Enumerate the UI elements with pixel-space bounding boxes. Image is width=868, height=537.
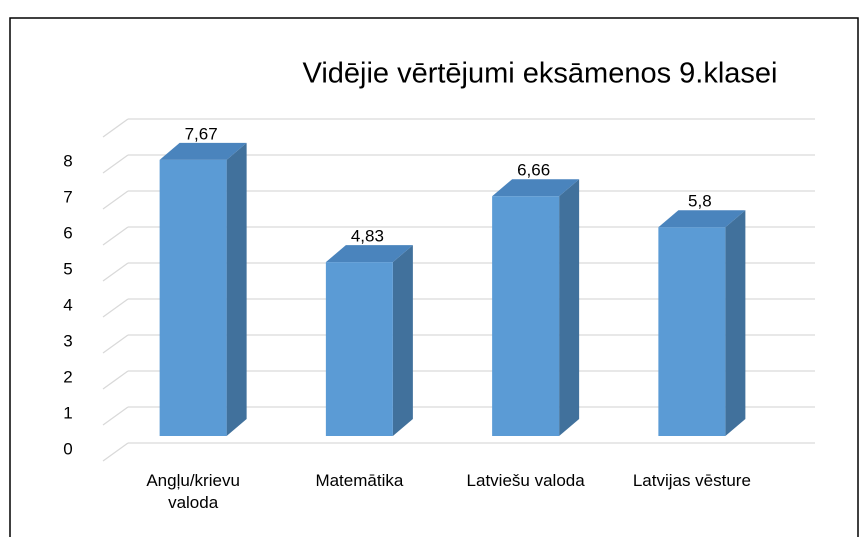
bar-top <box>159 142 247 160</box>
x-tick-label: Latvijas vēsture <box>632 471 751 490</box>
x-tick-label: Angļu/krievu valoda <box>146 471 240 512</box>
grid-line <box>102 442 129 462</box>
y-tick-label: 1 <box>63 403 72 422</box>
x-tick-label: Latviešu valoda <box>466 471 585 490</box>
y-tick-label: 3 <box>63 331 72 350</box>
bar <box>159 159 227 436</box>
bar-top <box>492 179 580 197</box>
grid-line <box>102 334 129 354</box>
grid-line <box>102 298 129 318</box>
y-tick-label: 0 <box>63 439 72 458</box>
data-label: 4,83 <box>351 227 384 246</box>
y-tick-label: 4 <box>63 295 72 314</box>
grid-line <box>102 406 129 426</box>
bar-side <box>725 210 746 436</box>
grid-line <box>102 262 129 282</box>
y-tick-label: 8 <box>63 151 72 170</box>
bar <box>658 227 726 436</box>
bar-side <box>226 142 247 436</box>
data-label: 7,67 <box>185 124 218 143</box>
y-tick-label: 6 <box>63 223 72 242</box>
y-tick-label: 5 <box>63 259 72 278</box>
bar-side <box>392 245 413 436</box>
bar-top <box>325 245 413 263</box>
grid-line <box>102 370 129 390</box>
bar <box>492 196 560 436</box>
bar-side <box>559 179 580 437</box>
bar-top <box>658 210 746 228</box>
bar <box>325 262 393 436</box>
x-tick-label: Matemātika <box>315 471 404 490</box>
chart-title: Vidējie vērtējumi eksāmenos 9.klasei <box>303 58 778 90</box>
data-label: 6,66 <box>517 161 550 180</box>
y-tick-label: 2 <box>63 367 72 386</box>
grid-line <box>102 226 129 246</box>
grid-line <box>102 118 129 138</box>
y-tick-label: 7 <box>63 187 72 206</box>
grid-line <box>102 190 129 210</box>
grid-line <box>102 154 129 174</box>
data-label: 5,8 <box>688 192 712 211</box>
